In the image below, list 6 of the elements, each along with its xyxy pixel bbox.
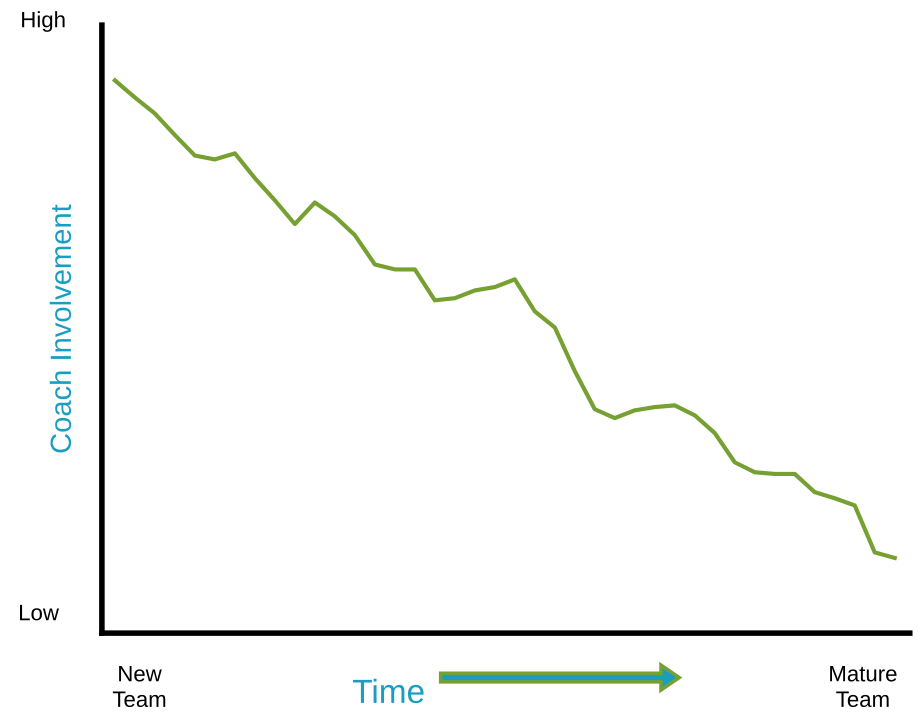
text: High	[22, 11, 65, 32]
x-axis-title: Time	[353, 678, 424, 704]
y-axis-title: Coach Involvement	[50, 204, 72, 452]
text: Low	[20, 604, 59, 620]
text: New Team	[112, 666, 166, 708]
text: Mature Team	[830, 666, 897, 708]
